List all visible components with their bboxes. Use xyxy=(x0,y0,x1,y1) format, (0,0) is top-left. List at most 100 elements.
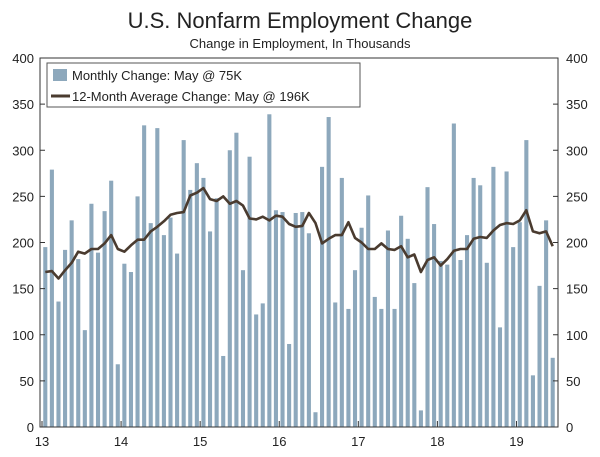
y-tick-label-right: 100 xyxy=(566,328,588,343)
bar xyxy=(254,314,259,427)
bar xyxy=(240,270,246,427)
bar xyxy=(438,260,443,427)
bar xyxy=(399,215,404,427)
bar xyxy=(273,210,278,427)
bar xyxy=(181,140,186,428)
y-tick-label-left: 100 xyxy=(12,328,34,343)
bar xyxy=(43,247,48,427)
bar xyxy=(372,296,377,427)
bar xyxy=(56,301,61,427)
y-axis-left: 0 50 100 150 200 250 300 350 400 xyxy=(12,51,45,435)
bar xyxy=(471,177,476,427)
y-tick-label-left: 350 xyxy=(12,97,34,112)
y-axis-right: 0 50 100 150 200 250 300 350 400 xyxy=(553,51,588,435)
bar xyxy=(260,303,265,427)
x-tick-label: 14 xyxy=(114,434,128,449)
bar xyxy=(49,169,54,427)
bar xyxy=(530,375,535,427)
x-tick-label: 15 xyxy=(193,434,207,449)
chart-subtitle: Change in Employment, In Thousands xyxy=(190,36,411,51)
bar xyxy=(432,224,437,427)
bar xyxy=(339,177,344,427)
legend: Monthly Change: May @ 75K 12-Month Avera… xyxy=(46,62,361,108)
bar xyxy=(95,252,101,427)
legend-bar-label: Monthly Change: May @ 75K xyxy=(72,68,242,83)
bar xyxy=(280,212,285,427)
bar xyxy=(517,222,522,427)
average-line xyxy=(45,186,554,280)
bar xyxy=(524,140,529,428)
chart-title: U.S. Nonfarm Employment Change xyxy=(128,8,473,33)
bar xyxy=(445,264,450,427)
y-tick-label-right: 50 xyxy=(566,374,580,389)
y-tick-label-left: 150 xyxy=(12,282,34,297)
bar xyxy=(207,231,213,427)
bar xyxy=(300,212,305,427)
x-tick-label: 13 xyxy=(35,434,49,449)
y-tick-label-left: 400 xyxy=(12,51,34,66)
bar xyxy=(306,233,311,427)
bar xyxy=(550,357,555,427)
x-tick-label: 16 xyxy=(272,434,286,449)
bar xyxy=(537,285,542,427)
y-tick-label-left: 0 xyxy=(27,420,34,435)
bar xyxy=(82,330,87,427)
bar xyxy=(313,412,318,427)
bar xyxy=(214,198,219,427)
y-tick-label-left: 200 xyxy=(12,236,34,251)
bar xyxy=(168,217,173,427)
bar xyxy=(385,230,391,427)
bar xyxy=(122,263,127,427)
x-axis: 13 14 15 16 17 18 19 xyxy=(35,421,524,449)
legend-line-label: 12-Month Average Change: May @ 196K xyxy=(72,89,310,104)
bar xyxy=(221,355,226,427)
bar xyxy=(161,235,166,427)
bar xyxy=(544,220,549,427)
bar xyxy=(379,308,384,427)
legend-box xyxy=(46,62,361,108)
y-tick-label-left: 250 xyxy=(12,189,34,204)
bar xyxy=(392,308,397,427)
bar xyxy=(175,253,180,427)
bar xyxy=(188,189,193,427)
bar xyxy=(155,128,160,428)
bar xyxy=(464,235,470,427)
y-tick-label-right: 350 xyxy=(566,97,588,112)
bar xyxy=(458,260,463,427)
x-tick-label: 19 xyxy=(509,434,523,449)
bar xyxy=(63,249,68,427)
bar xyxy=(320,166,325,428)
bar xyxy=(194,163,199,428)
bar xyxy=(405,238,410,427)
bar xyxy=(451,123,456,427)
bar xyxy=(128,272,134,427)
bar xyxy=(352,270,358,427)
bar xyxy=(333,302,338,427)
bar xyxy=(418,410,423,427)
bar xyxy=(484,262,489,427)
bar xyxy=(69,220,74,427)
bar xyxy=(478,185,483,427)
x-tick-label: 17 xyxy=(351,434,365,449)
bar xyxy=(287,343,292,427)
bar xyxy=(115,364,120,427)
bar xyxy=(135,196,140,427)
y-tick-label-left: 300 xyxy=(12,143,34,158)
bar xyxy=(102,211,107,427)
bar xyxy=(366,195,371,427)
bar xyxy=(293,212,298,427)
bar xyxy=(326,117,331,427)
bar xyxy=(267,114,272,428)
y-tick-label-left: 50 xyxy=(20,374,34,389)
bar xyxy=(89,203,94,427)
bar xyxy=(425,187,430,427)
bar xyxy=(511,247,516,427)
bar xyxy=(412,283,417,427)
bar xyxy=(346,308,351,427)
bar-series xyxy=(43,114,555,428)
bar xyxy=(201,177,206,427)
y-tick-label-right: 250 xyxy=(566,189,588,204)
bar xyxy=(247,156,252,427)
x-tick-label: 18 xyxy=(430,434,444,449)
